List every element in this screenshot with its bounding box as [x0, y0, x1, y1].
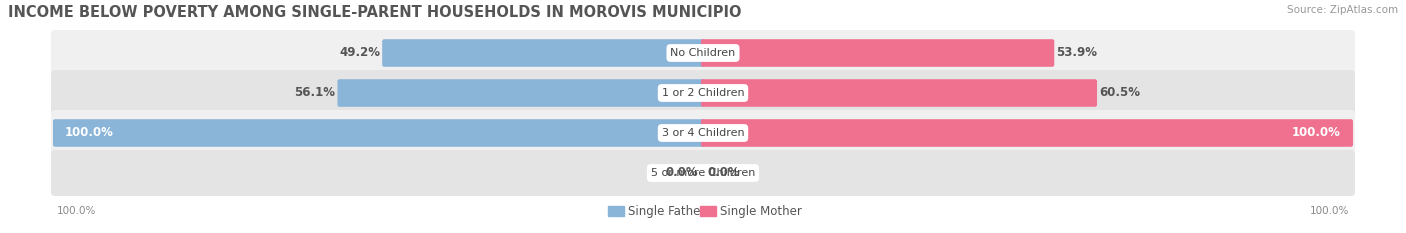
- Text: Single Mother: Single Mother: [720, 205, 801, 217]
- Text: 49.2%: 49.2%: [339, 47, 380, 59]
- Bar: [700, 206, 716, 216]
- Text: No Children: No Children: [671, 48, 735, 58]
- Text: 56.1%: 56.1%: [294, 86, 336, 99]
- Text: Source: ZipAtlas.com: Source: ZipAtlas.com: [1286, 5, 1398, 15]
- Bar: [607, 206, 624, 216]
- FancyBboxPatch shape: [53, 119, 704, 147]
- Text: INCOME BELOW POVERTY AMONG SINGLE-PARENT HOUSEHOLDS IN MOROVIS MUNICIPIO: INCOME BELOW POVERTY AMONG SINGLE-PARENT…: [8, 5, 741, 20]
- FancyBboxPatch shape: [337, 79, 704, 107]
- Text: 53.9%: 53.9%: [1056, 47, 1097, 59]
- Text: 100.0%: 100.0%: [1309, 206, 1348, 216]
- FancyBboxPatch shape: [51, 110, 1355, 156]
- Text: 3 or 4 Children: 3 or 4 Children: [662, 128, 744, 138]
- FancyBboxPatch shape: [702, 79, 1097, 107]
- Text: 100.0%: 100.0%: [1292, 127, 1341, 140]
- Text: 0.0%: 0.0%: [665, 167, 697, 179]
- Text: 5 or more Children: 5 or more Children: [651, 168, 755, 178]
- Text: 100.0%: 100.0%: [65, 127, 114, 140]
- FancyBboxPatch shape: [702, 39, 1054, 67]
- FancyBboxPatch shape: [702, 119, 1353, 147]
- Text: 1 or 2 Children: 1 or 2 Children: [662, 88, 744, 98]
- Text: 60.5%: 60.5%: [1099, 86, 1140, 99]
- FancyBboxPatch shape: [51, 70, 1355, 116]
- FancyBboxPatch shape: [51, 30, 1355, 76]
- Text: 0.0%: 0.0%: [709, 167, 741, 179]
- Text: Single Father: Single Father: [628, 205, 706, 217]
- FancyBboxPatch shape: [382, 39, 704, 67]
- Text: 100.0%: 100.0%: [58, 206, 97, 216]
- FancyBboxPatch shape: [51, 150, 1355, 196]
